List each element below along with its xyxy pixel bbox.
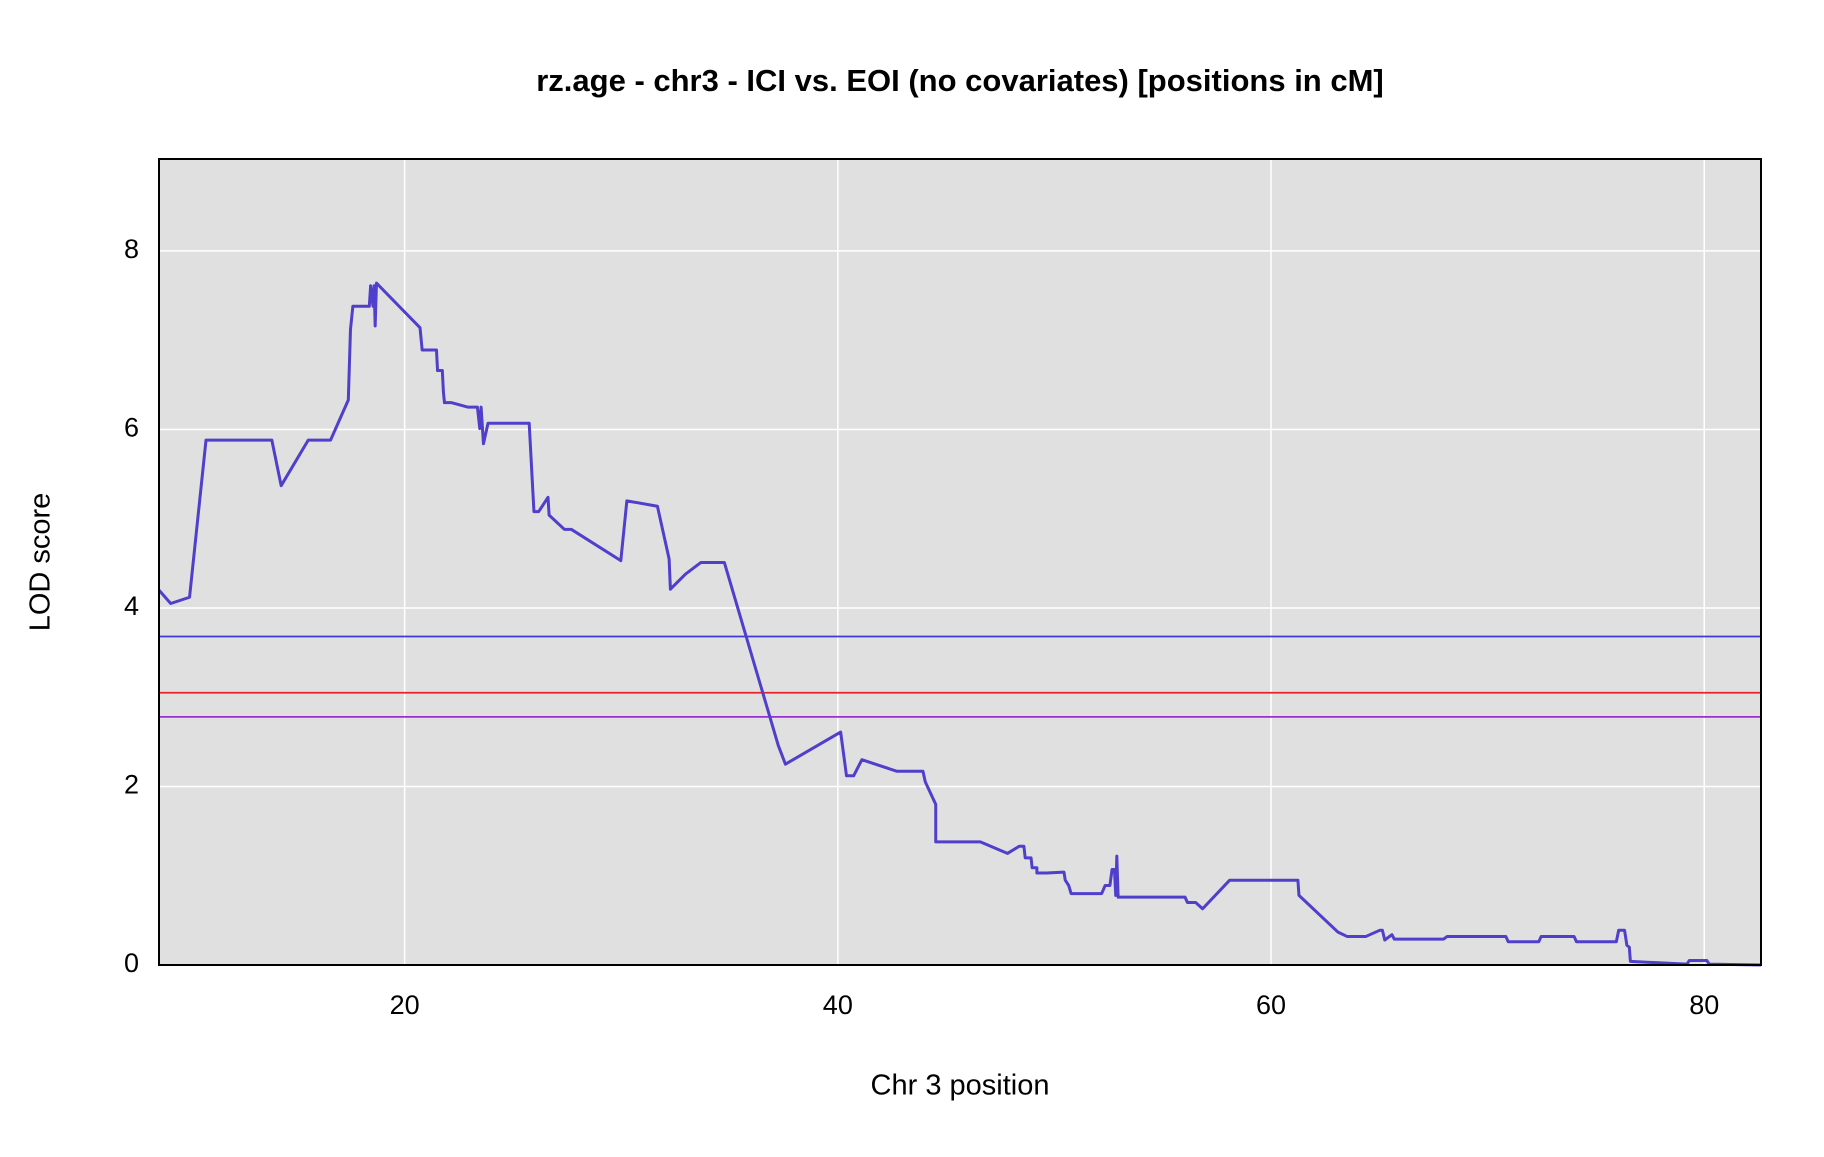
- x-tick-label: 40: [823, 990, 853, 1020]
- x-tick-label: 80: [1689, 990, 1719, 1020]
- plot-background: [159, 159, 1761, 965]
- y-tick-label: 4: [124, 591, 139, 621]
- y-tick-label: 2: [124, 770, 139, 800]
- lod-line: [157, 281, 1762, 967]
- x-tick-label: 60: [1256, 990, 1286, 1020]
- x-axis-label: Chr 3 position: [871, 1070, 1050, 1102]
- y-tick-label: 6: [124, 413, 139, 443]
- chart-title: rz.age - chr3 - ICI vs. EOI (no covariat…: [536, 63, 1384, 98]
- y-tick-label: 0: [124, 948, 139, 978]
- plot-frame: [158, 158, 1762, 966]
- x-tick-label: 20: [390, 990, 420, 1020]
- y-axis-label: LOD score: [25, 493, 57, 632]
- y-tick-label: 8: [124, 234, 139, 264]
